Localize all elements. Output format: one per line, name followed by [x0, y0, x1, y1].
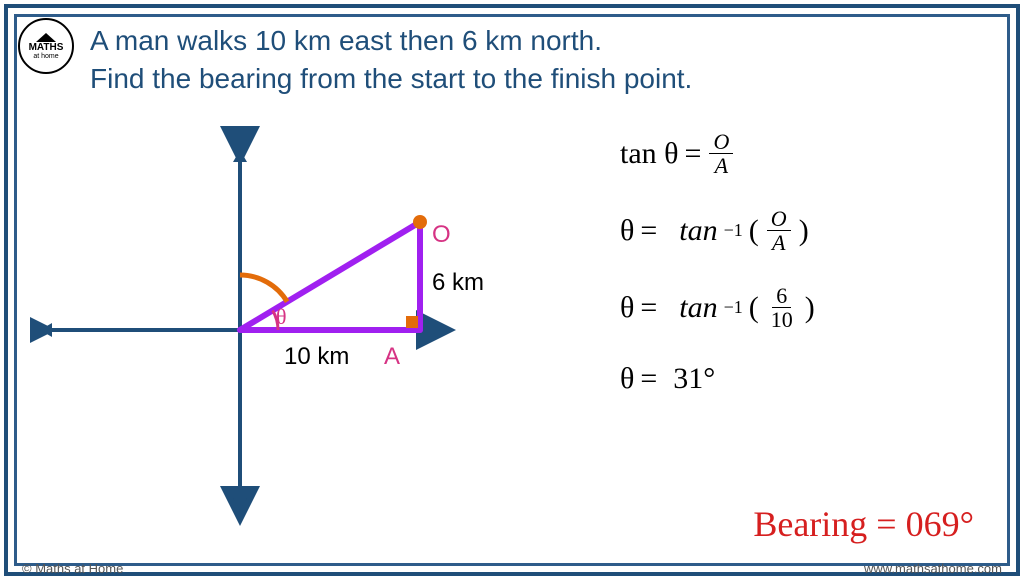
- eq-4: θ = 31°: [620, 362, 980, 396]
- lparen-icon: (: [749, 214, 759, 248]
- equals-icon: =: [640, 291, 657, 325]
- logo-brand-top: MATHS: [29, 43, 64, 53]
- equals-icon: =: [640, 362, 657, 396]
- eq1-lhs: tan θ: [620, 137, 679, 171]
- frac-OA: O A: [709, 130, 733, 177]
- frac-num: O: [709, 130, 733, 154]
- working-equations: tan θ = O A θ = tan −1 ( O A ) θ = tan −1 ( …: [620, 130, 980, 426]
- inverse-sup: −1: [724, 220, 743, 241]
- final-answer: Bearing = 069°: [753, 503, 974, 545]
- eq-1: tan θ = O A: [620, 130, 980, 177]
- website-url: www.mathsathome.com: [864, 561, 1002, 576]
- svg-text:O: O: [432, 221, 451, 248]
- eq-2: θ = tan −1 ( O A ): [620, 207, 980, 254]
- logo-roof-icon: [36, 33, 56, 42]
- eq4-lhs: θ: [620, 362, 634, 396]
- inverse-sup: −1: [724, 297, 743, 318]
- tan-fn: tan: [679, 291, 717, 325]
- problem-line-1: A man walks 10 km east then 6 km north.: [90, 22, 984, 60]
- eq3-lhs: θ: [620, 291, 634, 325]
- copyright-text: © Maths at Home: [22, 561, 123, 576]
- rparen-icon: ): [799, 214, 809, 248]
- svg-text:A: A: [384, 343, 400, 370]
- problem-statement: A man walks 10 km east then 6 km north. …: [90, 22, 984, 98]
- equals-icon: =: [685, 137, 702, 171]
- frac-OA-2: O A: [767, 207, 791, 254]
- logo-brand-bottom: at home: [33, 53, 58, 60]
- svg-text:θ: θ: [276, 304, 287, 329]
- logo: MATHS at home: [18, 18, 74, 74]
- eq2-lhs: θ: [620, 214, 634, 248]
- svg-text:10 km: 10 km: [284, 343, 349, 370]
- eq4-rhs: 31°: [673, 362, 715, 396]
- lparen-icon: (: [749, 291, 759, 325]
- problem-line-2: Find the bearing from the start to the f…: [90, 60, 984, 98]
- tan-fn: tan: [679, 214, 717, 248]
- bearing-diagram: θ 10 km A 6 km O: [30, 110, 500, 530]
- frac-den: A: [711, 154, 732, 177]
- frac-610: 6 10: [767, 284, 797, 331]
- eq-3: θ = tan −1 ( 6 10 ): [620, 284, 980, 331]
- rparen-icon: ): [805, 291, 815, 325]
- svg-text:6 km: 6 km: [432, 269, 484, 296]
- equals-icon: =: [640, 214, 657, 248]
